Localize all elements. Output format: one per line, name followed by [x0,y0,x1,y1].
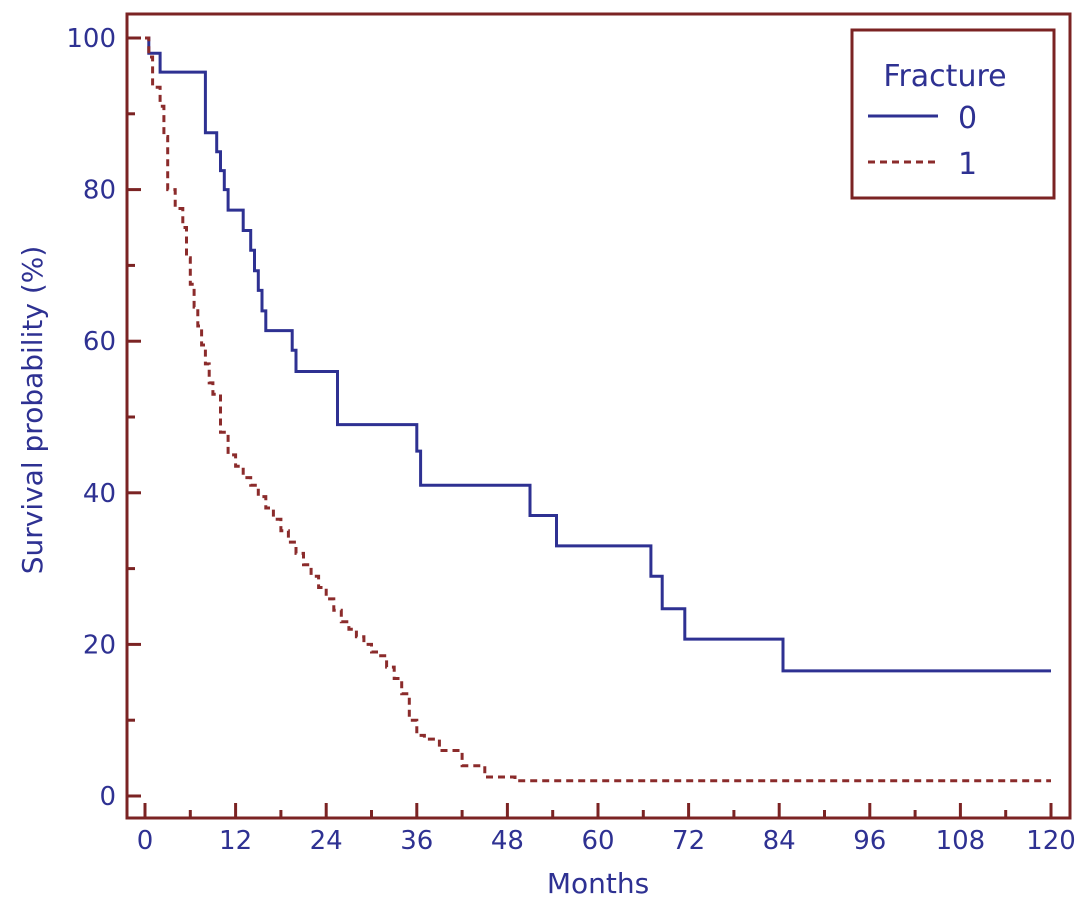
x-tick-label: 24 [310,826,343,856]
y-tick-label: 80 [83,176,116,206]
x-tick-label: 84 [763,826,796,856]
legend-box [850,28,1056,200]
x-axis: 0 12 24 36 48 60 72 84 96 108 120 [137,803,1076,856]
x-tick-label: 48 [491,826,524,856]
x-tick-label: 0 [137,826,154,856]
y-tick-label: 40 [83,479,116,509]
legend-label-0: 0 [958,101,977,136]
y-axis-title: Survival probability (%) [16,246,49,575]
series-0-line [145,36,1051,673]
y-axis: 0 20 40 60 80 100 [66,24,141,812]
legend-title: Fracture [883,59,1006,94]
legend-label-1: 1 [958,147,977,182]
x-tick-label: 108 [936,826,986,856]
x-tick-label: 36 [400,826,433,856]
x-tick-label: 96 [853,826,886,856]
x-tick-label: 72 [672,826,705,856]
y-tick-label: 100 [66,24,116,54]
y-tick-label: 0 [99,782,116,812]
y-tick-label: 20 [83,630,116,660]
x-tick-label: 120 [1026,826,1076,856]
x-tick-label: 60 [581,826,614,856]
legend: Fracture 0 1 [850,28,1056,200]
y-tick-label: 60 [83,327,116,357]
series-1-line [145,36,1051,783]
series-layer [145,36,1051,783]
x-axis-title: Months [547,867,649,900]
x-tick-label: 12 [219,826,252,856]
